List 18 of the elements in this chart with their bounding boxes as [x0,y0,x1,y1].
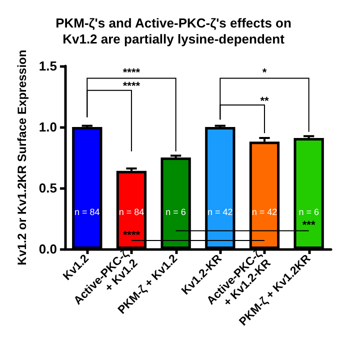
chart-title: PKM-ζ's and Active-PKC-ζ's effects on Kv1.2 are partially lysine-dependent [56,16,292,46]
y-tick-label: 1.0 [38,120,57,134]
y-tick-label: 0.5 [38,180,57,196]
annotation: *** [302,220,316,232]
annotation: n = 42 [208,206,233,217]
annotation: n = 84 [74,206,100,217]
annotation: **** [122,67,141,80]
annotation: n = 6 [298,206,319,217]
y-tick-label: 0.0 [38,242,57,256]
y-tick-label: 1.5 [38,58,57,74]
y-axis-title: Kv1.2 or Kv1.2KR Surface Expression [15,50,29,266]
annotation: **** [122,229,141,242]
annotation: ** [260,95,270,108]
annotation: * [262,67,268,80]
annotation: n = 84 [118,206,144,217]
annotation: n = 6 [166,206,186,217]
annotation: n = 42 [252,206,278,217]
annotation: **** [122,80,141,93]
